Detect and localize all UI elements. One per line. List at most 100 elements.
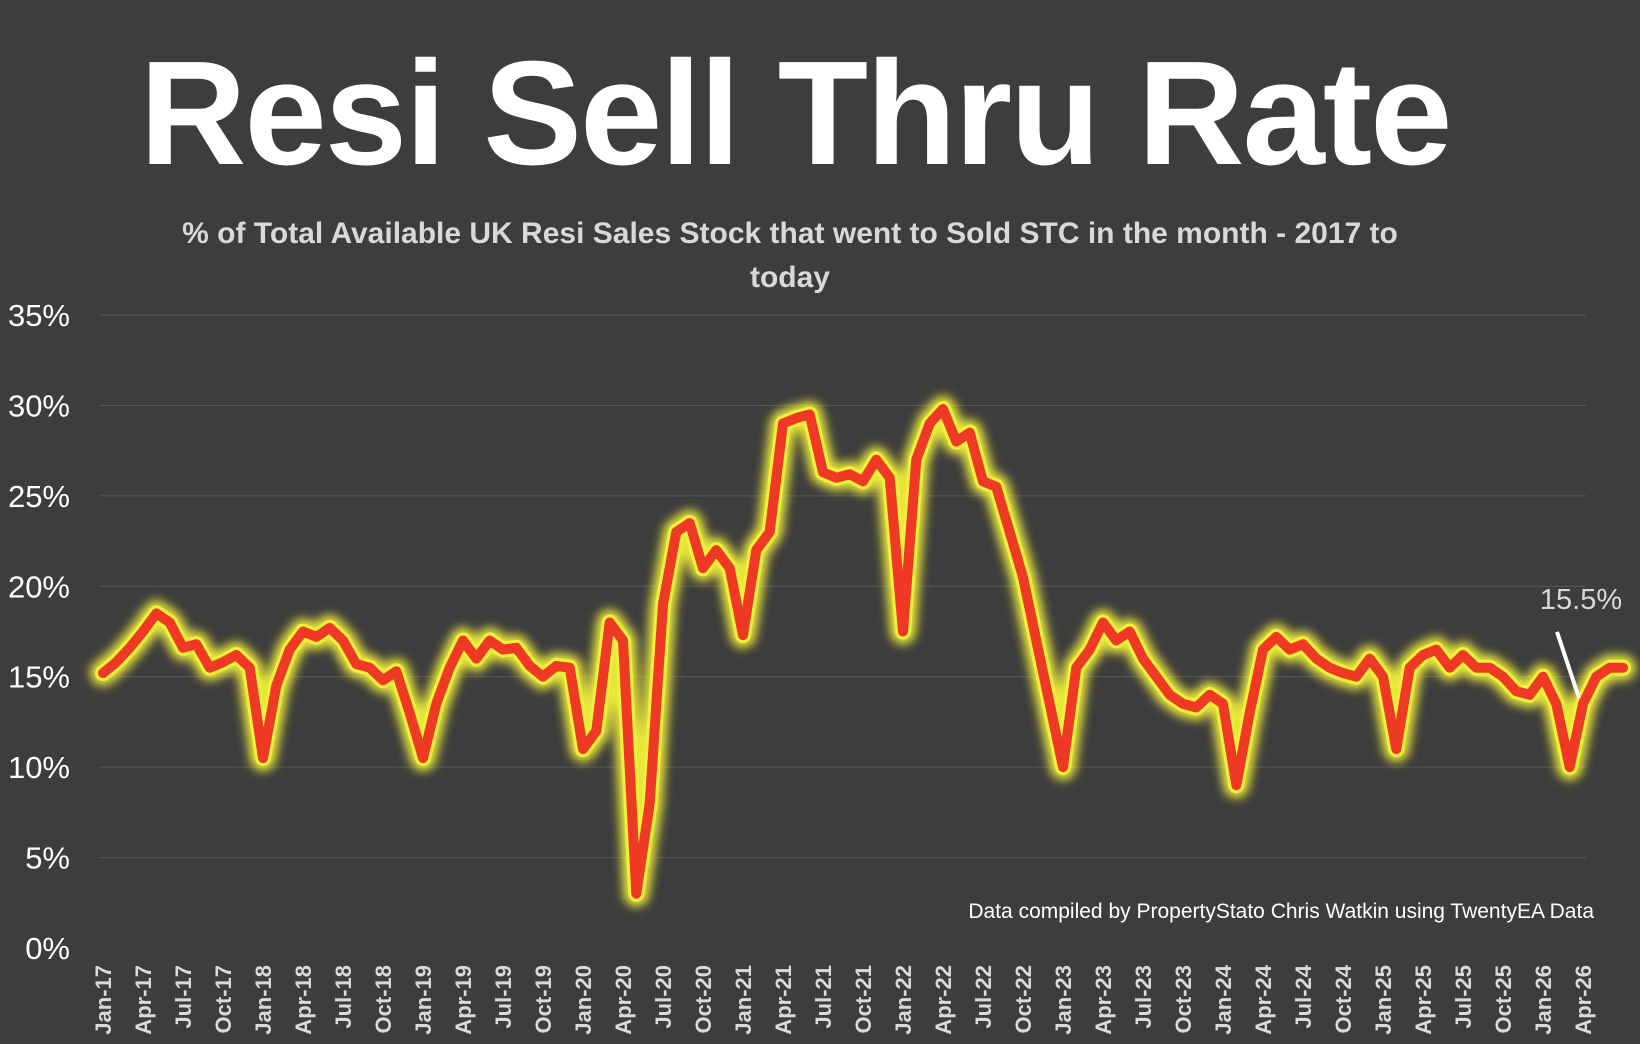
data-point <box>1248 711 1252 715</box>
data-point <box>488 639 492 643</box>
gridlines <box>100 314 1586 859</box>
y-tick-label: 10% <box>8 750 70 785</box>
data-point <box>368 666 372 670</box>
y-tick-label: 0% <box>25 931 70 966</box>
data-point <box>834 476 838 480</box>
data-point <box>621 639 625 643</box>
data-point <box>341 639 345 643</box>
data-point <box>448 666 452 670</box>
callout-leader <box>1555 631 1581 699</box>
x-tick-label: Jan-26 <box>1531 965 1556 1035</box>
x-tick-label: Apr-23 <box>1091 965 1116 1035</box>
data-point <box>1488 666 1492 670</box>
data-point <box>1501 675 1505 679</box>
x-tick-label: Apr-26 <box>1571 965 1596 1035</box>
x-tick-label: Jan-24 <box>1211 964 1236 1034</box>
x-tick-label: Jul-25 <box>1451 965 1476 1029</box>
data-point <box>421 756 425 760</box>
annotation: 15.5% <box>1540 584 1622 699</box>
data-point <box>768 530 772 534</box>
data-point <box>554 664 558 668</box>
data-point <box>474 657 478 661</box>
data-point <box>728 566 732 570</box>
data-point <box>168 620 172 624</box>
data-point <box>114 660 118 664</box>
data-point <box>1128 630 1132 633</box>
data-point <box>861 479 865 483</box>
x-tick-label: Jan-17 <box>91 965 116 1035</box>
data-point <box>1101 620 1105 624</box>
data-point <box>1341 671 1345 675</box>
x-tick-label: Oct-25 <box>1491 965 1516 1033</box>
data-point <box>1234 783 1238 787</box>
data-point <box>514 646 518 650</box>
x-tick-label: Jul-19 <box>491 965 516 1029</box>
data-point <box>648 801 652 805</box>
data-point <box>1288 648 1292 652</box>
data-point <box>1274 635 1278 639</box>
data-point <box>1434 648 1438 652</box>
data-point <box>1541 675 1545 679</box>
data-point <box>1328 666 1332 670</box>
data-point <box>1221 702 1225 706</box>
data-point <box>1074 666 1078 670</box>
data-point <box>434 702 438 706</box>
data-point <box>314 635 318 639</box>
plot-area <box>90 396 1636 907</box>
data-point <box>274 684 278 688</box>
x-tick-label: Jan-20 <box>571 965 596 1035</box>
data-point <box>1621 666 1625 670</box>
data-point <box>914 458 918 462</box>
x-tick-label: Oct-18 <box>371 965 396 1033</box>
chart-subtitle: % of Total Available UK Resi Sales Stock… <box>182 217 1398 294</box>
data-point <box>408 711 412 715</box>
x-tick-label: Jan-18 <box>251 965 276 1035</box>
data-point <box>1474 666 1478 670</box>
x-tick-label: Apr-21 <box>771 965 796 1035</box>
data-point <box>1181 702 1185 706</box>
data-point <box>1528 693 1532 697</box>
data-point <box>1114 639 1118 643</box>
data-point <box>248 666 252 670</box>
data-point <box>981 479 985 483</box>
data-point <box>928 422 932 426</box>
data-point <box>541 675 545 679</box>
data-point <box>661 602 665 606</box>
data-point <box>968 431 972 435</box>
data-point <box>1461 653 1465 657</box>
data-point <box>528 664 532 668</box>
data-point <box>848 472 852 476</box>
x-tick-label: Apr-22 <box>931 965 956 1035</box>
x-tick-label: Jul-17 <box>171 965 196 1029</box>
data-point <box>1061 765 1065 769</box>
y-axis: 0% 5% 10% 15% 20% 25% 30% 35% <box>8 298 70 966</box>
data-point <box>381 678 385 682</box>
data-point <box>1021 575 1025 579</box>
data-point <box>1314 657 1318 661</box>
data-point <box>1368 657 1372 661</box>
x-tick-label: Oct-24 <box>1331 964 1356 1033</box>
data-point <box>1208 693 1212 697</box>
y-tick-label: 30% <box>8 388 70 423</box>
x-tick-label: Oct-21 <box>851 965 876 1033</box>
x-tick-label: Jan-23 <box>1051 965 1076 1035</box>
x-tick-label: Jan-25 <box>1371 965 1396 1035</box>
y-tick-label: 25% <box>8 479 70 514</box>
data-credit: Data compiled by PropertyStato Chris Wat… <box>968 900 1594 923</box>
data-point <box>208 666 212 670</box>
data-point <box>288 648 292 652</box>
x-tick-label: Oct-17 <box>211 965 236 1033</box>
data-point <box>794 416 798 420</box>
data-point <box>1421 653 1425 657</box>
data-point <box>1381 675 1385 679</box>
y-tick-label: 20% <box>8 569 70 604</box>
x-tick-label: Jan-21 <box>731 965 756 1035</box>
data-point <box>1194 705 1198 709</box>
data-point <box>634 892 638 896</box>
data-point <box>608 620 612 624</box>
data-point <box>501 648 505 652</box>
data-point <box>128 646 132 650</box>
data-point <box>154 611 158 615</box>
data-point <box>1581 702 1585 706</box>
data-point <box>1141 657 1145 661</box>
